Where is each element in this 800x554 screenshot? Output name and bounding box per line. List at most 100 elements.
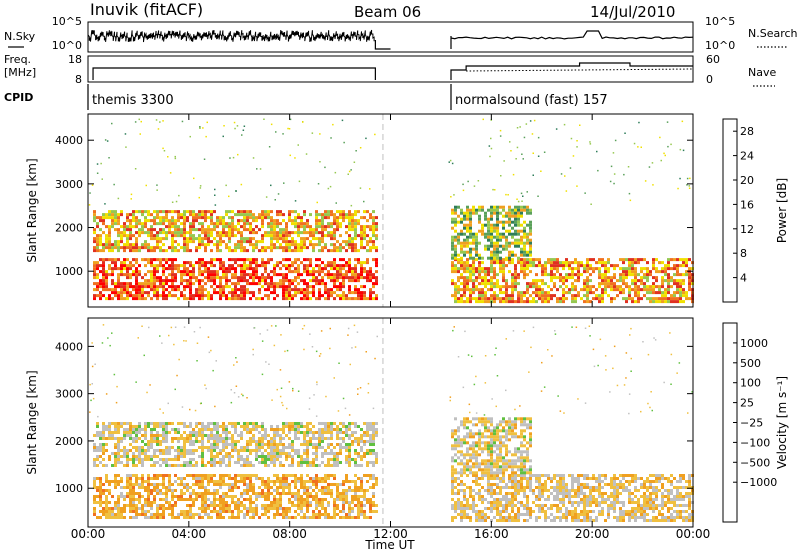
echo-cell	[348, 449, 351, 452]
echo-cell	[354, 291, 357, 295]
echo-cell	[222, 501, 225, 504]
echo-cell	[481, 294, 484, 298]
echo-cell	[150, 285, 153, 289]
echo-cell	[297, 477, 300, 480]
echo-cell	[117, 510, 120, 513]
echo-cell	[138, 222, 141, 226]
echo-cell	[132, 425, 135, 428]
echo-cell	[102, 243, 105, 247]
echo-cell	[469, 235, 472, 239]
echo-cell	[499, 220, 502, 224]
echo-cell	[144, 282, 147, 286]
echo-cell	[102, 428, 105, 431]
echo-cell	[216, 483, 219, 486]
echo-cell	[279, 498, 282, 501]
echo-cell	[138, 228, 141, 232]
echo-cell	[520, 235, 523, 239]
echo-cell	[520, 253, 523, 257]
echo-cell	[285, 249, 288, 253]
echo-cell	[156, 437, 159, 440]
echo-cell	[231, 513, 234, 516]
echo-cell	[249, 480, 252, 483]
echo-cell	[276, 231, 279, 235]
echo-cell	[237, 210, 240, 214]
echo-cell	[333, 267, 336, 271]
echo-point	[222, 135, 224, 138]
echo-cell	[315, 222, 318, 226]
echo-cell	[153, 437, 156, 440]
echo-cell	[634, 279, 637, 283]
echo-cell	[201, 480, 204, 483]
echo-point	[576, 140, 578, 142]
echo-cell	[336, 507, 339, 510]
echo-point	[111, 122, 113, 125]
echo-cell	[264, 246, 267, 250]
echo-cell	[279, 434, 282, 437]
echo-cell	[514, 282, 517, 286]
echo-cell	[267, 282, 270, 286]
echo-cell	[168, 225, 171, 229]
echo-point	[638, 121, 640, 124]
echo-cell	[216, 443, 219, 446]
echo-cell	[222, 222, 225, 226]
echo-cell	[469, 208, 472, 212]
echo-cell	[276, 282, 279, 286]
echo-cell	[99, 455, 102, 458]
echo-cell	[342, 495, 345, 498]
echo-cell	[312, 425, 315, 428]
echo-cell	[249, 516, 252, 519]
echo-cell	[351, 222, 354, 226]
echo-cell	[553, 285, 556, 289]
echo-cell	[321, 498, 324, 501]
echo-cell	[129, 261, 132, 265]
echo-cell	[634, 261, 637, 265]
echo-cell	[270, 222, 273, 226]
echo-cell	[246, 258, 249, 262]
echo-cell	[330, 273, 333, 277]
echo-cell	[619, 276, 622, 280]
echo-cell	[342, 258, 345, 262]
echo-cell	[541, 300, 544, 304]
echo-cell	[463, 217, 466, 221]
echo-cell	[243, 291, 246, 295]
echo-cell	[162, 243, 165, 247]
echo-cell	[111, 243, 114, 247]
echo-cell	[333, 510, 336, 513]
echo-cell	[132, 216, 135, 220]
echo-cell	[252, 492, 255, 495]
echo-cell	[667, 282, 670, 286]
echo-cell	[222, 504, 225, 507]
echo-cell	[120, 455, 123, 458]
echo-cell	[192, 267, 195, 271]
echo-cell	[532, 258, 535, 262]
echo-cell	[240, 434, 243, 437]
echo-cell	[225, 510, 228, 513]
echo-cell	[198, 428, 201, 431]
echo-cell	[96, 234, 99, 238]
echo-point	[629, 199, 632, 202]
echo-cell	[141, 297, 144, 301]
echo-cell	[201, 270, 204, 274]
echo-cell	[454, 256, 457, 260]
echo-cell	[481, 282, 484, 286]
echo-cell	[243, 425, 246, 428]
echo-cell	[183, 464, 186, 467]
echo-cell	[360, 504, 363, 507]
echo-cell	[270, 437, 273, 440]
echo-cell	[210, 422, 213, 425]
echo-cell	[102, 216, 105, 220]
echo-cell	[306, 452, 309, 455]
echo-cell	[517, 241, 520, 245]
echo-cell	[180, 498, 183, 501]
echo-cell	[234, 273, 237, 277]
echo-cell	[363, 495, 366, 498]
echo-cell	[538, 261, 541, 265]
echo-cell	[135, 243, 138, 247]
echo-cell	[303, 228, 306, 232]
echo-cell	[201, 288, 204, 292]
echo-cell	[375, 458, 378, 461]
echo-cell	[303, 258, 306, 262]
ylabel: Slant Range [km]	[25, 158, 39, 262]
echo-cell	[162, 294, 165, 298]
echo-cell	[99, 285, 102, 289]
